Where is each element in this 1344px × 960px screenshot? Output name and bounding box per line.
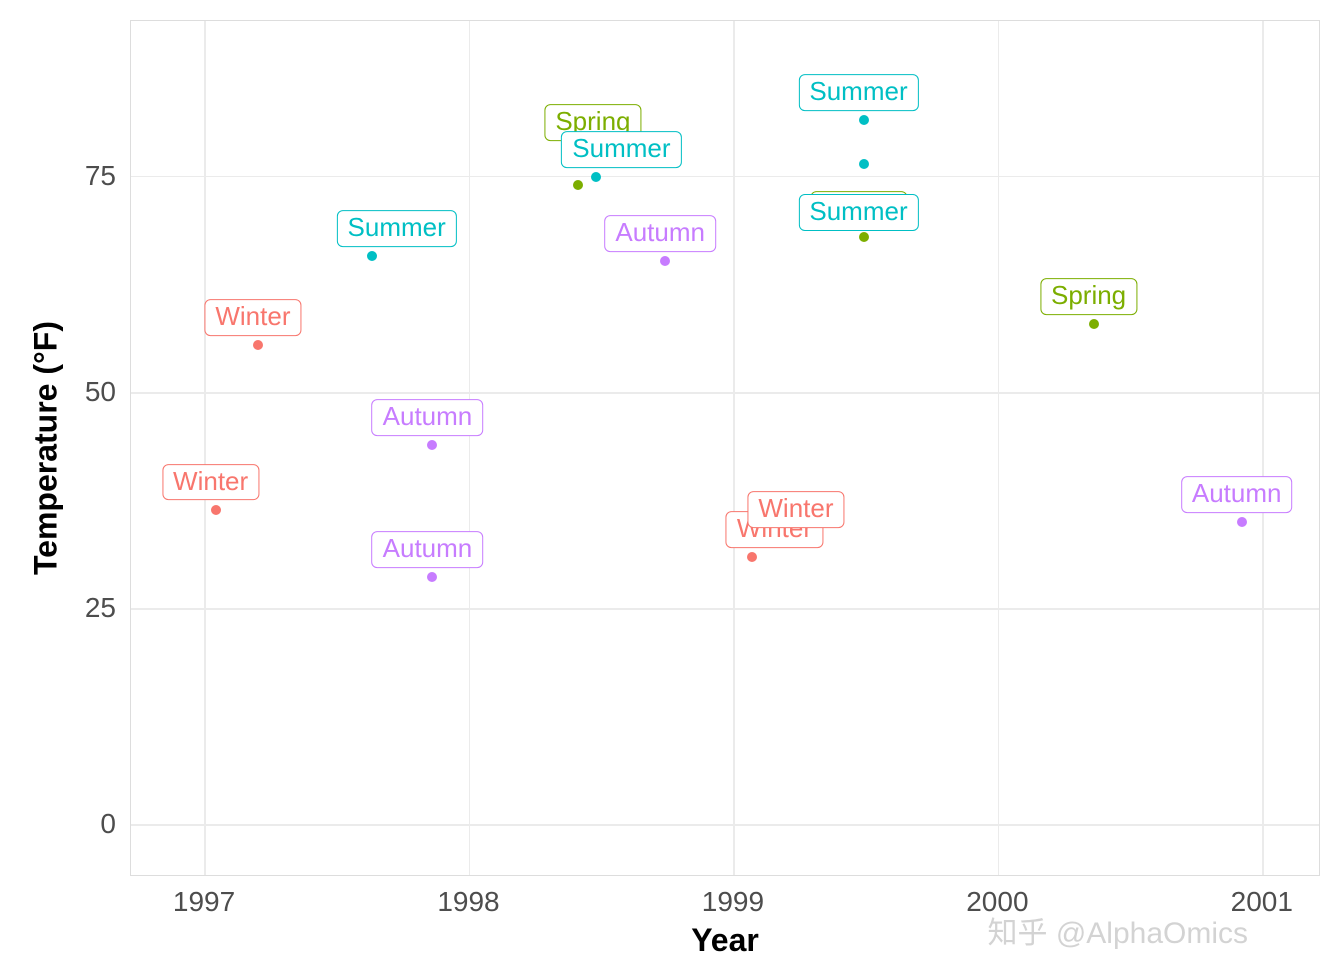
point-label: Autumn <box>372 399 484 436</box>
x-tick-label: 2000 <box>966 886 1028 918</box>
data-point <box>427 440 437 450</box>
x-tick-label: 1998 <box>437 886 499 918</box>
grid-vertical <box>998 21 1000 875</box>
data-point <box>859 232 869 242</box>
y-tick-label: 0 <box>100 808 116 840</box>
x-axis-title: Year <box>691 922 759 959</box>
grid-vertical <box>1262 21 1264 875</box>
point-label: Winter <box>204 299 301 336</box>
grid-vertical <box>733 21 735 875</box>
y-axis-title: Temperature (°F) <box>28 321 65 575</box>
grid-horizontal <box>131 176 1319 178</box>
y-tick-label: 25 <box>85 592 116 624</box>
grid-horizontal <box>131 392 1319 394</box>
data-point <box>253 340 263 350</box>
y-tick-label: 50 <box>85 376 116 408</box>
data-point <box>211 505 221 515</box>
chart-container: Winter Winter Summer Autumn Autumn Spring Summ… <box>0 0 1344 960</box>
data-point <box>859 115 869 125</box>
x-tick-label: 2001 <box>1231 886 1293 918</box>
data-point <box>660 256 670 266</box>
grid-vertical <box>469 21 471 875</box>
data-point <box>427 572 437 582</box>
point-label: Summer <box>798 75 918 112</box>
x-tick-label: 1999 <box>702 886 764 918</box>
grid-horizontal <box>131 608 1319 610</box>
plot-panel: Winter Winter Summer Autumn Autumn Spring Summ… <box>130 20 1320 876</box>
point-label: Autumn <box>372 531 484 568</box>
data-point <box>1089 319 1099 329</box>
point-label: Autumn <box>604 215 716 252</box>
grid-horizontal <box>131 824 1319 826</box>
data-point <box>591 172 601 182</box>
y-tick-label: 75 <box>85 160 116 192</box>
point-label: Winter <box>162 464 259 501</box>
data-point <box>747 552 757 562</box>
data-point <box>573 180 583 190</box>
x-tick-label: 1997 <box>173 886 235 918</box>
point-label: Summer <box>337 210 457 247</box>
data-point <box>859 159 869 169</box>
data-point <box>367 251 377 261</box>
point-label: Autumn <box>1181 477 1293 514</box>
point-label: Summer <box>561 131 681 168</box>
grid-vertical <box>204 21 206 875</box>
point-label: Spring <box>1040 278 1137 315</box>
point-label: Winter <box>747 491 844 528</box>
point-label: Summer <box>798 194 918 231</box>
data-point <box>1237 517 1247 527</box>
